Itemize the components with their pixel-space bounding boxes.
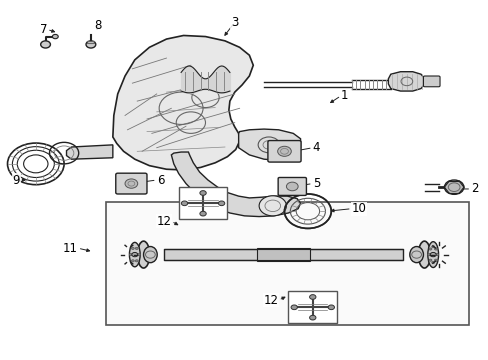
Polygon shape xyxy=(66,145,113,159)
Circle shape xyxy=(200,211,206,216)
Ellipse shape xyxy=(143,247,157,263)
Circle shape xyxy=(327,305,334,310)
Circle shape xyxy=(218,201,224,206)
Circle shape xyxy=(428,248,431,250)
Circle shape xyxy=(131,260,134,262)
Circle shape xyxy=(429,252,435,257)
Text: 4: 4 xyxy=(312,141,320,154)
Text: 12: 12 xyxy=(156,215,171,228)
Polygon shape xyxy=(387,72,424,91)
Ellipse shape xyxy=(409,247,423,263)
Text: 8: 8 xyxy=(94,19,102,32)
Bar xyxy=(105,202,468,325)
Circle shape xyxy=(131,247,134,249)
Ellipse shape xyxy=(427,242,438,267)
Text: 6: 6 xyxy=(157,174,164,186)
Text: 2: 2 xyxy=(470,183,478,195)
FancyBboxPatch shape xyxy=(278,177,306,195)
Circle shape xyxy=(434,248,437,250)
Polygon shape xyxy=(238,129,300,160)
Text: 1: 1 xyxy=(340,89,348,102)
Circle shape xyxy=(41,41,50,48)
Circle shape xyxy=(137,253,140,256)
Circle shape xyxy=(431,261,434,264)
Circle shape xyxy=(200,191,206,195)
Text: 11: 11 xyxy=(62,242,78,255)
FancyBboxPatch shape xyxy=(116,173,147,194)
Circle shape xyxy=(431,246,434,248)
Circle shape xyxy=(435,253,438,256)
Circle shape xyxy=(259,196,286,216)
Text: 10: 10 xyxy=(351,202,366,215)
Circle shape xyxy=(309,294,315,299)
Circle shape xyxy=(86,41,96,48)
Text: 12: 12 xyxy=(263,294,278,307)
Circle shape xyxy=(427,253,430,256)
Circle shape xyxy=(428,259,431,261)
Text: 5: 5 xyxy=(312,177,320,190)
Ellipse shape xyxy=(137,241,149,268)
Circle shape xyxy=(286,182,298,191)
Bar xyxy=(163,249,402,260)
Text: 7: 7 xyxy=(40,23,47,36)
Ellipse shape xyxy=(129,242,140,267)
Polygon shape xyxy=(113,36,253,170)
Ellipse shape xyxy=(417,241,429,268)
Polygon shape xyxy=(171,152,300,217)
Circle shape xyxy=(52,35,58,39)
Circle shape xyxy=(290,305,297,310)
Circle shape xyxy=(434,259,437,261)
Circle shape xyxy=(444,180,463,194)
Circle shape xyxy=(277,146,291,156)
Circle shape xyxy=(125,179,138,188)
Bar xyxy=(288,291,336,323)
Circle shape xyxy=(135,247,138,249)
Circle shape xyxy=(132,252,138,257)
FancyBboxPatch shape xyxy=(423,76,439,87)
Circle shape xyxy=(129,253,132,256)
FancyBboxPatch shape xyxy=(267,140,301,162)
Circle shape xyxy=(135,260,138,262)
Circle shape xyxy=(181,201,187,206)
Bar xyxy=(178,187,227,220)
Text: 9: 9 xyxy=(13,174,20,186)
Bar xyxy=(256,248,310,261)
Text: 3: 3 xyxy=(231,16,238,29)
Circle shape xyxy=(309,315,315,320)
